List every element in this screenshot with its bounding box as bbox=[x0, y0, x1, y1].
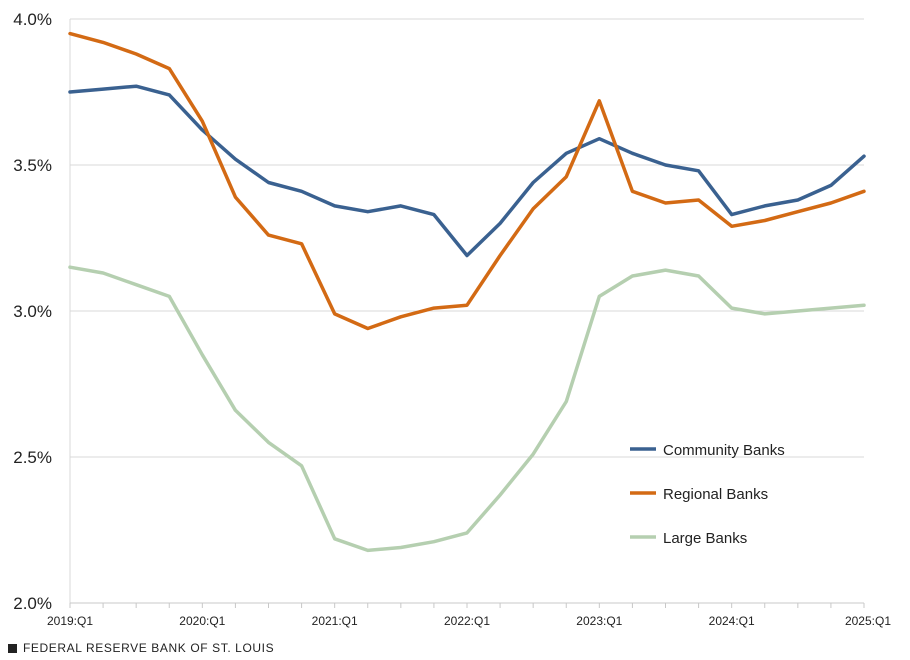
legend: Community Banks Regional Banks Large Banks bbox=[630, 442, 785, 547]
community-banks-line bbox=[68, 84, 866, 258]
x-tick-label: 2024:Q1 bbox=[709, 614, 755, 628]
large-banks-line bbox=[68, 265, 866, 553]
y-axis-ticks: 2.0% 2.5% 3.0% 3.5% 4.0% bbox=[13, 10, 52, 613]
gridlines bbox=[70, 18, 864, 458]
large-banks-legend-label: Large Banks bbox=[663, 530, 747, 547]
square-icon bbox=[8, 643, 17, 653]
x-tick-label: 2020:Q1 bbox=[179, 614, 225, 628]
regional-banks-legend-label: Regional Banks bbox=[663, 486, 768, 503]
regional-banks-line bbox=[68, 31, 866, 331]
y-tick-label: 2.5% bbox=[13, 448, 52, 467]
community-banks-legend-label: Community Banks bbox=[663, 442, 785, 459]
x-tick-label: 2025:Q1 bbox=[845, 614, 891, 628]
source-label: FEDERAL RESERVE BANK OF ST. LOUIS bbox=[23, 641, 275, 655]
x-tick-label: 2023:Q1 bbox=[576, 614, 622, 628]
y-tick-label: 3.5% bbox=[13, 156, 52, 175]
x-tick-label: 2019:Q1 bbox=[47, 614, 93, 628]
x-tick-label: 2022:Q1 bbox=[444, 614, 490, 628]
series-lines bbox=[68, 31, 866, 553]
y-tick-label: 4.0% bbox=[13, 10, 52, 29]
source-footer: FEDERAL RESERVE BANK OF ST. LOUIS bbox=[8, 641, 274, 655]
x-axis-ticks: 2019:Q1 2020:Q1 2021:Q1 2022:Q1 2023:Q1 2024:… bbox=[47, 603, 891, 628]
x-tick-label: 2021:Q1 bbox=[312, 614, 358, 628]
y-tick-label: 2.0% bbox=[13, 594, 52, 613]
line-chart: 2.0% 2.5% 3.0% 3.5% 4.0% 2019:Q1 2020:Q1 2021:… bbox=[13, 10, 891, 628]
y-tick-label: 3.0% bbox=[13, 302, 52, 321]
